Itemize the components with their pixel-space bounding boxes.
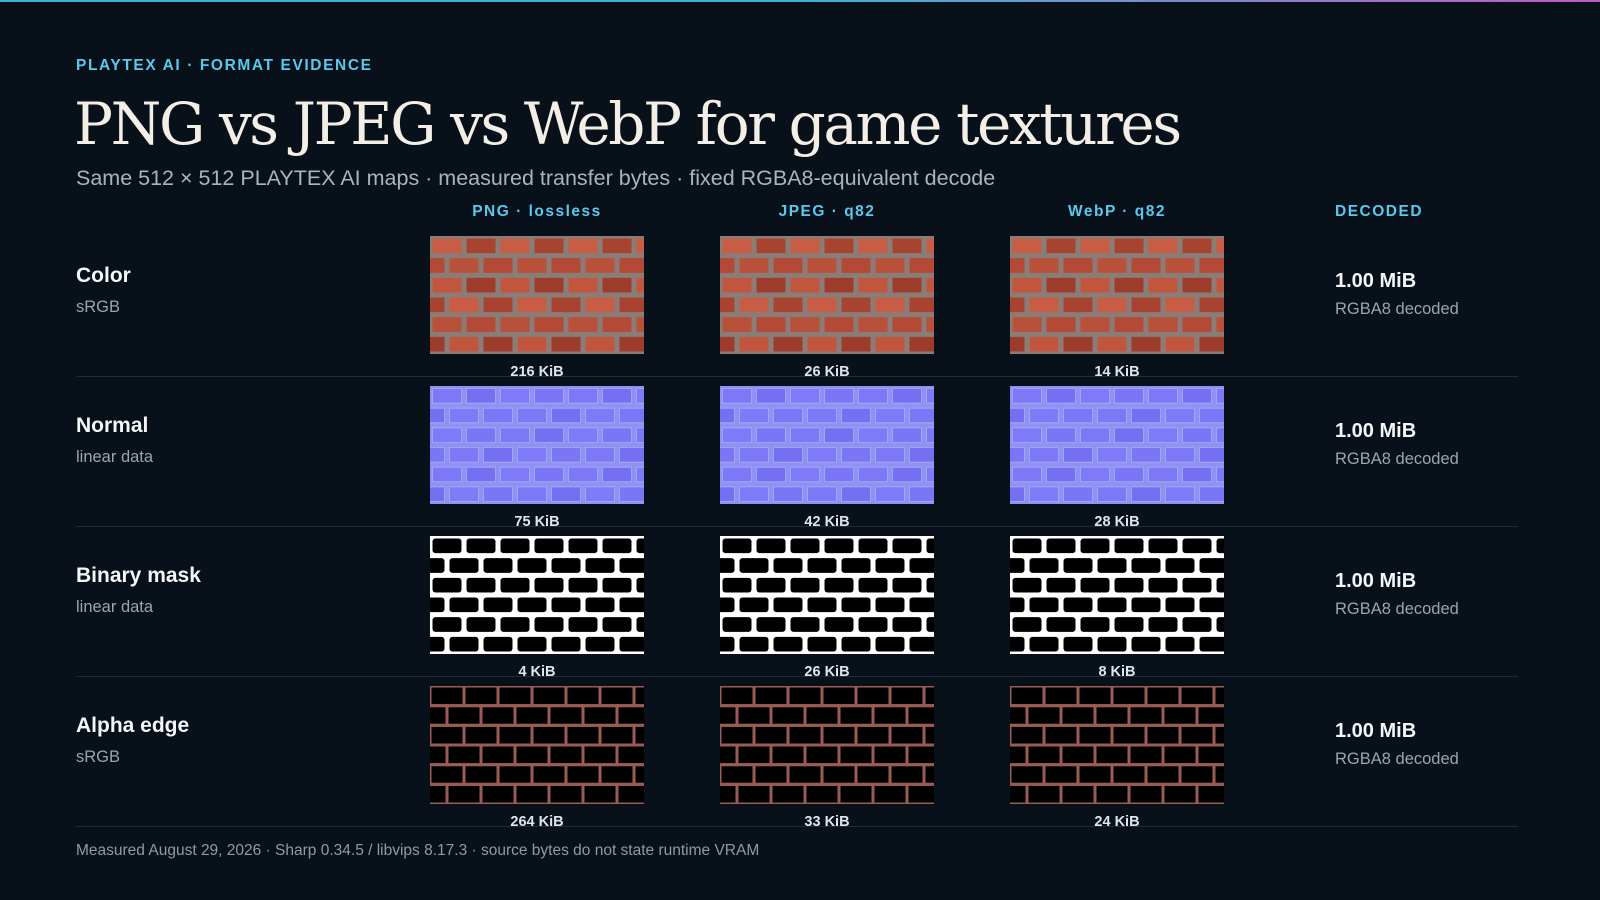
row-divider: [76, 376, 1518, 377]
texture-tile: [720, 686, 934, 804]
column-header-decoded: DECODED: [1335, 203, 1424, 220]
eyebrow: PLAYTEX AI · FORMAT EVIDENCE: [76, 57, 373, 74]
decoded-size: 1.00 MiB: [1335, 720, 1417, 742]
row-colorspace: sRGB: [76, 748, 121, 766]
texture-tile: [430, 236, 644, 354]
row-divider: [76, 826, 1518, 827]
decoded-size: 1.00 MiB: [1335, 420, 1417, 442]
row-colorspace: linear data: [76, 598, 154, 616]
texture-tile: [720, 236, 934, 354]
column-header-webp: WebP · q82: [1068, 203, 1166, 220]
brick-texture-image: [430, 386, 644, 504]
decoded-note: RGBA8 decoded: [1335, 300, 1459, 318]
decoded-size: 1.00 MiB: [1335, 270, 1417, 292]
texture-tile: [720, 386, 934, 504]
brick-texture-image: [720, 236, 934, 354]
row-label-normal: Normal: [76, 414, 149, 437]
file-size-png: 216 KiB: [510, 364, 564, 380]
file-size-webp: 28 KiB: [1094, 514, 1140, 530]
file-size-png: 4 KiB: [518, 664, 556, 680]
row-label-alpha-edge: Alpha edge: [76, 714, 190, 737]
texture-tile: [1010, 386, 1224, 504]
file-size-webp: 8 KiB: [1098, 664, 1136, 680]
page-subtitle: Same 512 × 512 PLAYTEX AI maps · measure…: [76, 166, 996, 190]
brick-texture-image: [430, 536, 644, 654]
row-divider: [76, 526, 1518, 527]
file-size-jpeg: 26 KiB: [804, 364, 850, 380]
brick-texture-image: [720, 686, 934, 804]
file-size-webp: 24 KiB: [1094, 814, 1140, 830]
row-label-binary-mask: Binary mask: [76, 564, 201, 587]
texture-tile: [1010, 536, 1224, 654]
brick-texture-image: [430, 686, 644, 804]
decoded-size: 1.00 MiB: [1335, 570, 1417, 592]
row-colorspace: sRGB: [76, 298, 121, 316]
file-size-jpeg: 33 KiB: [804, 814, 850, 830]
brick-texture-image: [1010, 386, 1224, 504]
accent-line: [0, 0, 1600, 2]
brick-texture-image: [1010, 236, 1224, 354]
texture-tile: [1010, 236, 1224, 354]
row-colorspace: linear data: [76, 448, 154, 466]
page-title: PNG vs JPEG vs WebP for game textures: [74, 90, 1182, 158]
brick-texture-image: [430, 236, 644, 354]
brick-texture-image: [720, 536, 934, 654]
file-size-jpeg: 26 KiB: [804, 664, 850, 680]
texture-tile: [720, 536, 934, 654]
brick-texture-image: [1010, 686, 1224, 804]
decoded-note: RGBA8 decoded: [1335, 600, 1459, 618]
texture-tile: [430, 386, 644, 504]
column-header-jpeg: JPEG · q82: [778, 203, 876, 220]
texture-tile: [430, 686, 644, 804]
brick-texture-image: [1010, 536, 1224, 654]
texture-tile: [1010, 686, 1224, 804]
file-size-png: 264 KiB: [510, 814, 564, 830]
texture-tile: [430, 536, 644, 654]
footer-note: Measured August 29, 2026 · Sharp 0.34.5 …: [76, 842, 760, 859]
column-header-png: PNG · lossless: [472, 203, 602, 220]
row-label-color: Color: [76, 264, 131, 287]
brick-texture-image: [720, 386, 934, 504]
decoded-note: RGBA8 decoded: [1335, 750, 1459, 768]
row-divider: [76, 676, 1518, 677]
decoded-note: RGBA8 decoded: [1335, 450, 1459, 468]
file-size-jpeg: 42 KiB: [804, 514, 850, 530]
file-size-webp: 14 KiB: [1094, 364, 1140, 380]
file-size-png: 75 KiB: [514, 514, 560, 530]
